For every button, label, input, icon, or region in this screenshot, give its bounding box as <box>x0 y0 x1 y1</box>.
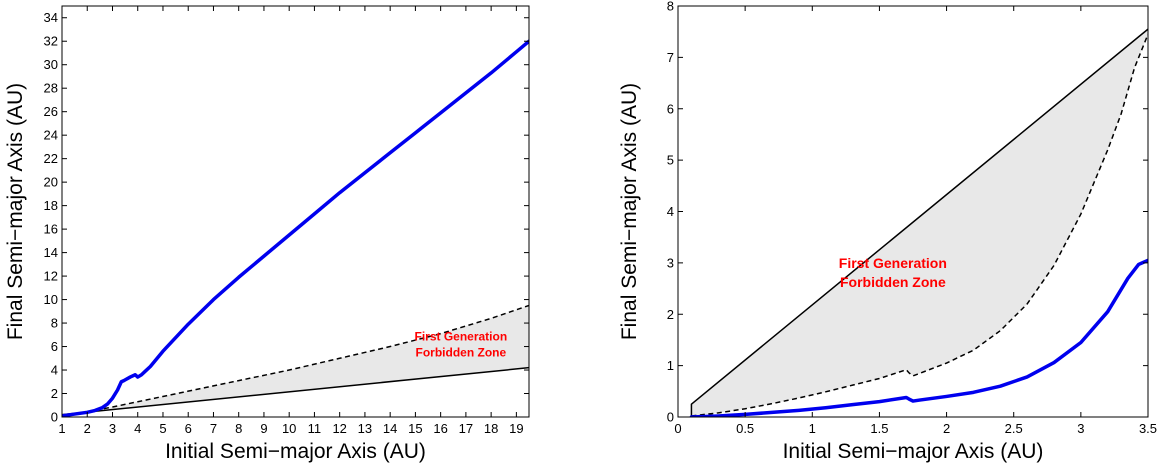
y-tick-label: 1 <box>667 358 674 373</box>
x-tick-label: 1.5 <box>870 421 888 436</box>
y-tick-label: 2 <box>667 307 674 322</box>
series-line-dashed <box>691 33 1148 417</box>
x-tick-label: 18 <box>484 421 498 436</box>
x-tick-label: 12 <box>332 421 346 436</box>
x-tick-label: 9 <box>260 421 267 436</box>
axes-box <box>61 5 530 418</box>
x-tick-label: 5 <box>159 421 166 436</box>
y-tick-label: 18 <box>44 198 58 213</box>
y-tick-label: 30 <box>44 57 58 72</box>
plot-area <box>689 28 1148 417</box>
x-tick-label: 0.5 <box>736 421 754 436</box>
x-tick-label: 6 <box>185 421 192 436</box>
series-line-dashed <box>62 304 529 416</box>
y-tick-label: 20 <box>44 175 58 190</box>
x-axis-title: Initial Semi−major Axis (AU) <box>783 440 1044 463</box>
x-tick-label: 3.5 <box>1139 421 1157 436</box>
y-tick-label: 16 <box>44 222 58 237</box>
y-tick-label: 6 <box>667 101 674 116</box>
x-tick-label: 3 <box>1077 421 1084 436</box>
x-tick-label: 2 <box>84 421 91 436</box>
left-chart: 1 2 3 4 5 6 7 8 9 10 11 12 13 14 15 16 17 18 1902468101214… <box>4 5 530 463</box>
x-tick-label: 1 <box>809 421 816 436</box>
y-tick-label: 22 <box>44 151 58 166</box>
zone-label-line: Forbidden Zone <box>416 346 507 360</box>
y-tick-label: 14 <box>44 245 58 260</box>
y-tick-label: 24 <box>44 128 58 143</box>
y-tick-label: 5 <box>667 153 674 168</box>
y-tick-label: 6 <box>51 339 58 354</box>
series-line-blue <box>62 39 529 417</box>
x-tick-label: 11 <box>308 421 322 436</box>
x-tick-label: 2.5 <box>1005 421 1023 436</box>
x-tick-label: 15 <box>408 421 422 436</box>
x-axis-title: Initial Semi−major Axis (AU) <box>165 440 426 463</box>
plot-area <box>62 39 529 417</box>
y-axis-title: Final Semi−major Axis (AU) <box>4 83 27 340</box>
forbidden-zone-shade <box>691 29 1148 417</box>
x-tick-label: 8 <box>235 421 242 436</box>
x-tick-label: 3 <box>109 421 116 436</box>
x-tick-label: 4 <box>134 421 141 436</box>
y-tick-label: 10 <box>44 292 58 307</box>
y-tick-label: 34 <box>44 10 58 25</box>
y-tick-label: 26 <box>44 104 58 119</box>
y-tick-label: 2 <box>51 386 58 401</box>
y-tick-label: 4 <box>51 363 58 378</box>
forbidden-zone-shade <box>62 305 529 416</box>
x-tick-label: 16 <box>433 421 447 436</box>
y-tick-label: 7 <box>667 50 674 65</box>
x-tick-label: 10 <box>282 421 296 436</box>
x-tick-label: 13 <box>358 421 372 436</box>
zone-label-line: First Generation <box>414 330 507 344</box>
y-tick-label: 8 <box>51 316 58 331</box>
y-tick-label: 32 <box>44 34 58 49</box>
x-tick-label: 19 <box>509 421 523 436</box>
y-tick-label: 0 <box>667 410 674 425</box>
x-tick-label: 14 <box>383 421 397 436</box>
y-tick-label: 12 <box>44 269 58 284</box>
y-tick-label: 4 <box>667 204 674 219</box>
x-tick-label: 7 <box>210 421 217 436</box>
zone-label-line: Forbidden Zone <box>840 274 946 290</box>
y-tick-label: 0 <box>51 410 58 425</box>
y-tick-label: 3 <box>667 255 674 270</box>
zone-label-line: First Generation <box>839 255 947 271</box>
x-tick-label: 17 <box>459 421 473 436</box>
series-line-solid <box>62 366 529 416</box>
x-tick-label: 1 <box>58 421 65 436</box>
y-tick-label: 8 <box>667 0 674 14</box>
series-line-blue <box>689 258 1148 417</box>
series-line-solid <box>690 28 1148 417</box>
right-chart: 0 0.5 1 1.5 2 2.5 3 3.5 0 1 2 3 4 5 6 7 8 Initial Semi−ma… <box>618 0 1157 463</box>
x-tick-label: 0 <box>674 421 681 436</box>
y-tick-label: 28 <box>44 81 58 96</box>
x-tick-label: 2 <box>943 421 950 436</box>
y-axis-title: Final Semi−major Axis (AU) <box>618 83 641 340</box>
